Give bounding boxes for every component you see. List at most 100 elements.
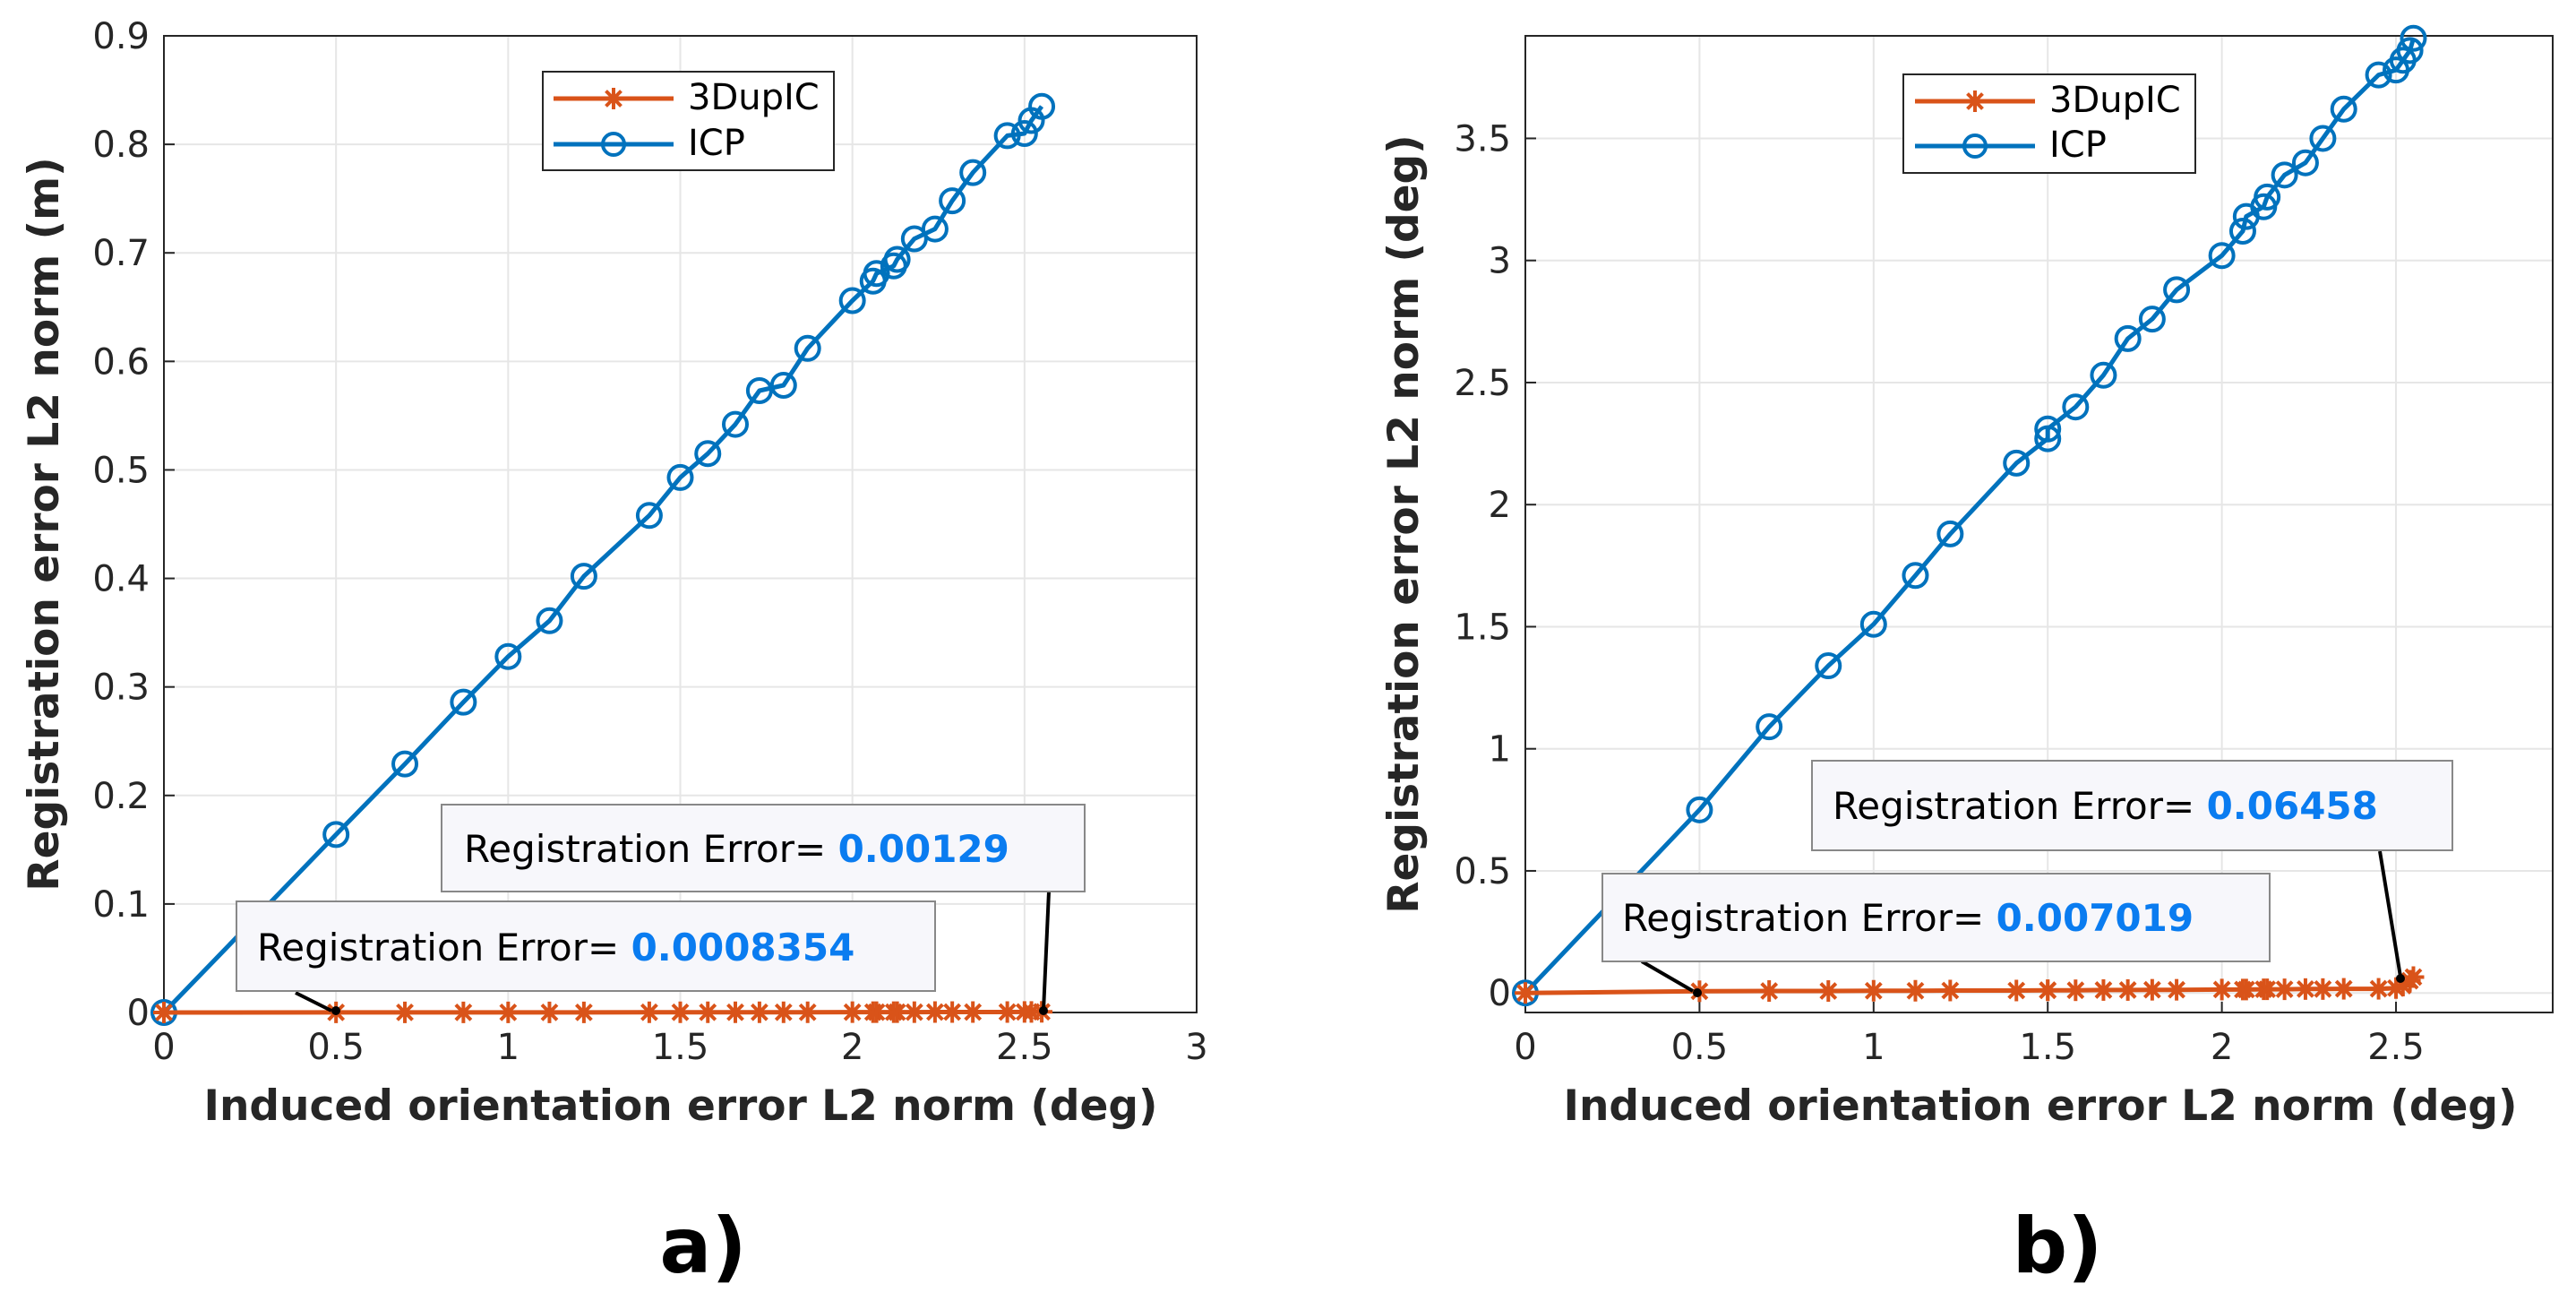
- x-tick-label-a: 2.5: [996, 1027, 1053, 1068]
- data-point-3dupic-b-stroke: [2066, 981, 2085, 1000]
- annotation-a1-dot: [1039, 1006, 1048, 1015]
- data-point-3dupic-b-stroke: [1760, 982, 1779, 1000]
- series-a: [150, 92, 1056, 1026]
- data-point-3dupic-a-stroke: [396, 1003, 414, 1021]
- data-point-3dupic-b-stroke: [2007, 981, 2026, 1000]
- data-point-icp-b: [2330, 95, 2357, 123]
- series-line-3dupic-b: [1524, 975, 2416, 995]
- data-point-icp-a: [694, 440, 722, 468]
- data-point-3dupic-b: [2117, 978, 2139, 1001]
- annotation-a2-text: Registration Error= 0.0008354: [257, 926, 854, 969]
- data-point-icp-a: [769, 371, 797, 399]
- data-point-icp-b: [2228, 218, 2256, 245]
- y-tick-label-a: 0.8: [92, 125, 150, 166]
- annotation-b1-pointer: [2378, 850, 2402, 978]
- y-tick-label-a: 0.7: [92, 233, 150, 274]
- data-point-3dupic-b: [2211, 978, 2233, 1001]
- data-point-icp-b: [2309, 125, 2337, 152]
- y-tick-label-a: 0.9: [92, 16, 150, 57]
- data-point-3dupic-b-stroke: [2369, 979, 2388, 998]
- y-tick-label-a: 0.1: [92, 884, 150, 926]
- data-point-3dupic-b-stroke: [1864, 981, 1883, 1000]
- data-point-icp-a: [666, 463, 694, 491]
- data-point-icp-a: [863, 260, 890, 288]
- data-point-icp-a: [959, 159, 987, 186]
- x-tick-label-a: 2: [841, 1027, 863, 1068]
- annotation-a2-value: 0.0008354: [631, 926, 855, 969]
- data-point-icp-b: [2271, 161, 2298, 189]
- x-tick-label-b: 2: [2211, 1027, 2233, 1068]
- data-point-3dupic-a: [572, 1001, 595, 1023]
- data-point-3dupic-a-stroke: [998, 1003, 1017, 1021]
- annotation-b1-dot: [2396, 974, 2405, 983]
- data-point-3dupic-b: [1515, 982, 1536, 1004]
- data-point-3dupic-a: [903, 1001, 925, 1023]
- y-axis-title-b: Registration error L2 norm (deg): [1379, 134, 1429, 913]
- x-tick-label-b: 1: [1862, 1027, 1885, 1068]
- ticks-a: 0 0.5 1 1.5 2 2.5 3 0 0.1 0.2 0.3 0.4 0.5 0.6 0.7 0.8 0.…: [92, 16, 1207, 1068]
- data-point-icp-a: [570, 563, 597, 590]
- annotation-a2-box: [236, 900, 936, 992]
- y-tick-label-a: 0.2: [92, 776, 150, 817]
- data-point-3dupic-b: [2166, 978, 2188, 1001]
- data-point-3dupic-b-stroke: [2275, 980, 2294, 999]
- data-point-3dupic-b-stroke: [2314, 979, 2332, 998]
- annotation-b2-pointer: [1640, 960, 1695, 993]
- data-point-3dupic-a-stroke: [750, 1003, 769, 1021]
- data-point-icp-b: [2291, 149, 2319, 177]
- y-tick-label-a: 0.3: [92, 668, 150, 709]
- data-point-3dupic-a: [796, 1001, 819, 1023]
- data-point-icp-a: [1010, 120, 1038, 147]
- axes-box-b: [1524, 35, 2554, 1013]
- annotation-a1-pointer: [1042, 891, 1051, 1012]
- panel-label-a: a): [659, 1202, 746, 1291]
- data-point-3dupic-a: [697, 1001, 719, 1023]
- legend-marker-icp-a: [601, 132, 626, 157]
- legend-marker-3dupic-b: [1964, 90, 1986, 112]
- annotation-a2: Registration Error= 0.0008354: [236, 900, 936, 1015]
- data-point-3dupic-a-stroke: [454, 1003, 473, 1021]
- data-point-3dupic-a: [669, 1001, 691, 1023]
- data-point-icp-a: [939, 187, 966, 215]
- annotation-a2-dot: [331, 1006, 340, 1015]
- data-point-3dupic-b-stroke: [2039, 981, 2057, 1000]
- x-axis-title-a: Induced orientation error L2 norm (deg): [203, 1081, 1157, 1131]
- data-point-3dupic-b-stroke: [1819, 982, 1838, 1000]
- legend-star-a-stroke: [605, 90, 623, 108]
- data-point-icp-a: [391, 750, 419, 778]
- data-point-3dupic-b: [2273, 978, 2296, 1001]
- data-point-3dupic-a-stroke: [155, 1004, 173, 1021]
- annotation-b2-text: Registration Error= 0.007019: [1622, 896, 2194, 940]
- x-tick-label-b: 2.5: [2367, 1027, 2425, 1068]
- data-point-icp-a: [1028, 92, 1056, 120]
- data-point-icp-b: [2396, 37, 2424, 65]
- data-point-3dupic-b-stroke: [1941, 981, 1960, 1000]
- data-point-3dupic-b: [2092, 978, 2115, 1001]
- data-point-3dupic-b-stroke: [2142, 980, 2161, 999]
- legend-a: 3DupIC ICP: [542, 71, 835, 171]
- data-point-3dupic-b: [1939, 979, 1962, 1002]
- data-point-3dupic-b: [2402, 966, 2425, 988]
- x-tick-label-b: 0.5: [1671, 1027, 1729, 1068]
- data-point-3dupic-a: [638, 1001, 660, 1023]
- data-point-icp-a: [635, 502, 663, 530]
- annotation-b1-value: 0.06458: [2207, 784, 2378, 828]
- data-point-3dupic-b-stroke: [2168, 980, 2185, 999]
- annotation-a2-label: Registration Error=: [257, 926, 619, 969]
- data-point-icp-b: [1686, 796, 1713, 823]
- data-point-icp-a: [794, 334, 821, 362]
- x-tick-label-b: 0: [1514, 1027, 1536, 1068]
- legend-star-b-stroke: [1966, 92, 1984, 110]
- annotation-b2-dot: [1693, 988, 1702, 997]
- data-point-3dupic-b: [1862, 979, 1885, 1002]
- data-point-3dupic-a: [962, 1001, 984, 1023]
- annotation-b1: Registration Error= 0.06458: [1811, 760, 2453, 983]
- data-point-3dupic-a: [153, 1002, 175, 1023]
- series-b: [1512, 24, 2427, 1007]
- y-tick-label-a: 0.6: [92, 341, 150, 383]
- data-point-3dupic-b-stroke: [2404, 968, 2423, 987]
- data-point-icp-b: [1815, 652, 1842, 680]
- data-point-3dupic-a-stroke: [499, 1003, 518, 1021]
- data-point-icp-a: [993, 122, 1021, 150]
- data-point-3dupic-a-stroke: [943, 1003, 962, 1021]
